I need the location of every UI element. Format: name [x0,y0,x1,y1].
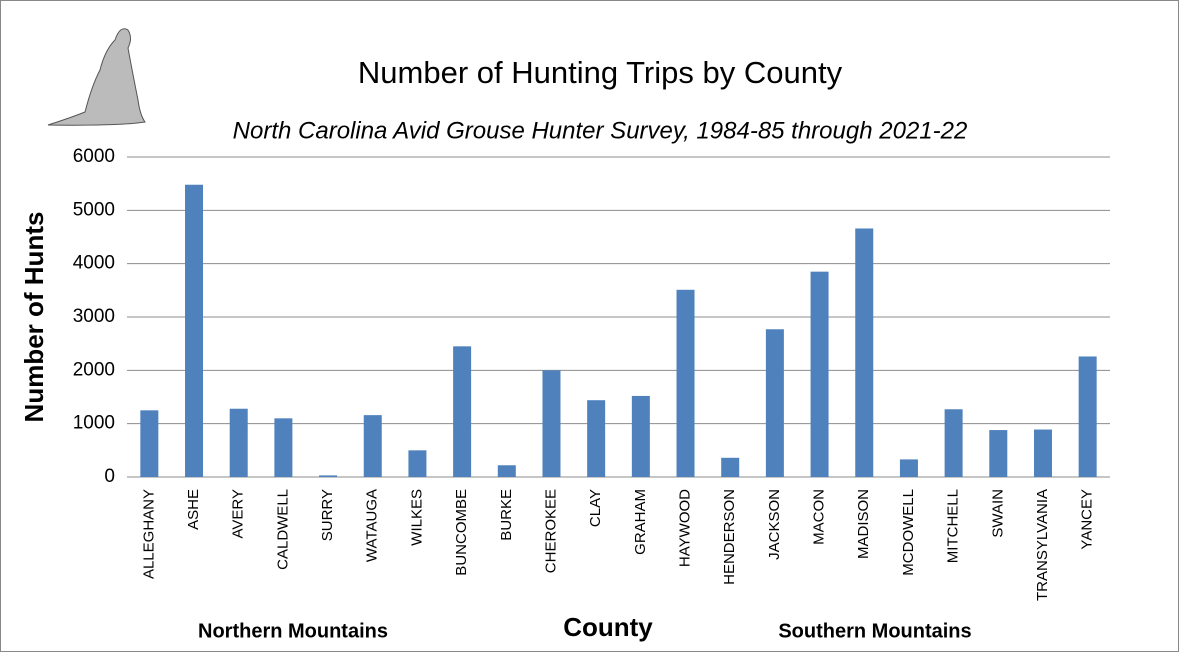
x-tick-label: TRANSYLVANIA [1034,489,1051,601]
bar [1034,430,1052,477]
x-tick-label: AVERY [230,489,247,538]
x-tick-label: JACKSON [766,489,783,560]
x-tick-label: WATAUGA [364,489,381,562]
bar [230,409,248,477]
bar [274,418,292,477]
x-tick-label: WILKES [408,489,425,546]
bar [811,272,829,477]
x-tick-label: BURKE [498,489,515,541]
group-label: Southern Mountains [778,620,971,642]
bar [632,396,650,477]
x-tick-label: SURRY [319,489,336,541]
x-tick-label: SWAIN [989,489,1006,538]
x-tick-label: HENDERSON [721,489,738,585]
x-tick-label: MACON [811,489,828,545]
bar [989,430,1007,477]
bar [453,346,471,477]
y-tick-label: 4000 [73,253,115,274]
bar [498,465,516,477]
x-tick-label: CALDWELL [274,489,291,570]
y-axis-label: Number of Hunts [19,212,49,423]
y-tick-label: 6000 [73,146,115,167]
chart-border [1,1,1179,652]
y-tick-label: 5000 [73,199,115,220]
y-tick-label: 1000 [73,413,115,434]
x-tick-label: MADISON [855,489,872,559]
bar [185,185,203,477]
bar [587,400,605,477]
bar [855,228,873,477]
x-tick-label: GRAHAM [632,489,649,555]
bar [766,329,784,477]
bar [677,290,695,477]
x-tick-label: MCDOWELL [900,489,917,576]
x-tick-label: YANCEY [1079,489,1096,550]
chart-subtitle: North Carolina Avid Grouse Hunter Survey… [233,117,968,144]
x-tick-label: BUNCOMBE [453,489,470,576]
bar [319,475,337,477]
x-tick-label: HAYWOOD [676,489,693,567]
y-tick-label: 0 [104,466,115,487]
chart-title: Number of Hunting Trips by County [358,55,843,90]
y-tick-label: 3000 [73,306,115,327]
x-tick-label: CLAY [587,489,604,527]
bar [721,458,739,477]
x-axis-label: County [563,612,653,642]
x-tick-label: MITCHELL [945,489,962,563]
bar [945,409,963,477]
y-tick-label: 2000 [73,359,115,380]
x-tick-label: ASHE [185,489,202,530]
group-label: Northern Mountains [198,620,388,642]
bar [1079,356,1097,477]
bar [542,370,560,477]
chart: Number of Hunting Trips by County North … [0,0,1179,652]
bar [364,415,382,477]
x-tick-label: ALLEGHANY [140,489,157,579]
x-tick-label: CHEROKEE [542,489,559,573]
bar [140,410,158,477]
bar [900,459,918,477]
bar [408,450,426,477]
